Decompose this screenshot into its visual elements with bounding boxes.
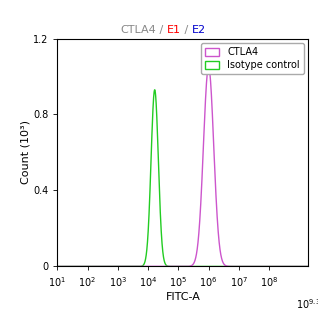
Legend: CTLA4, Isotype control: CTLA4, Isotype control [201, 43, 304, 74]
Text: E2: E2 [191, 24, 206, 35]
Text: /: / [156, 24, 167, 35]
Y-axis label: Count (10³): Count (10³) [20, 120, 30, 185]
Text: $10^{9.3}$: $10^{9.3}$ [296, 297, 318, 311]
Text: CTLA4: CTLA4 [120, 24, 156, 35]
X-axis label: FITC-A: FITC-A [165, 292, 200, 302]
Text: E1: E1 [167, 24, 181, 35]
Text: /: / [181, 24, 191, 35]
